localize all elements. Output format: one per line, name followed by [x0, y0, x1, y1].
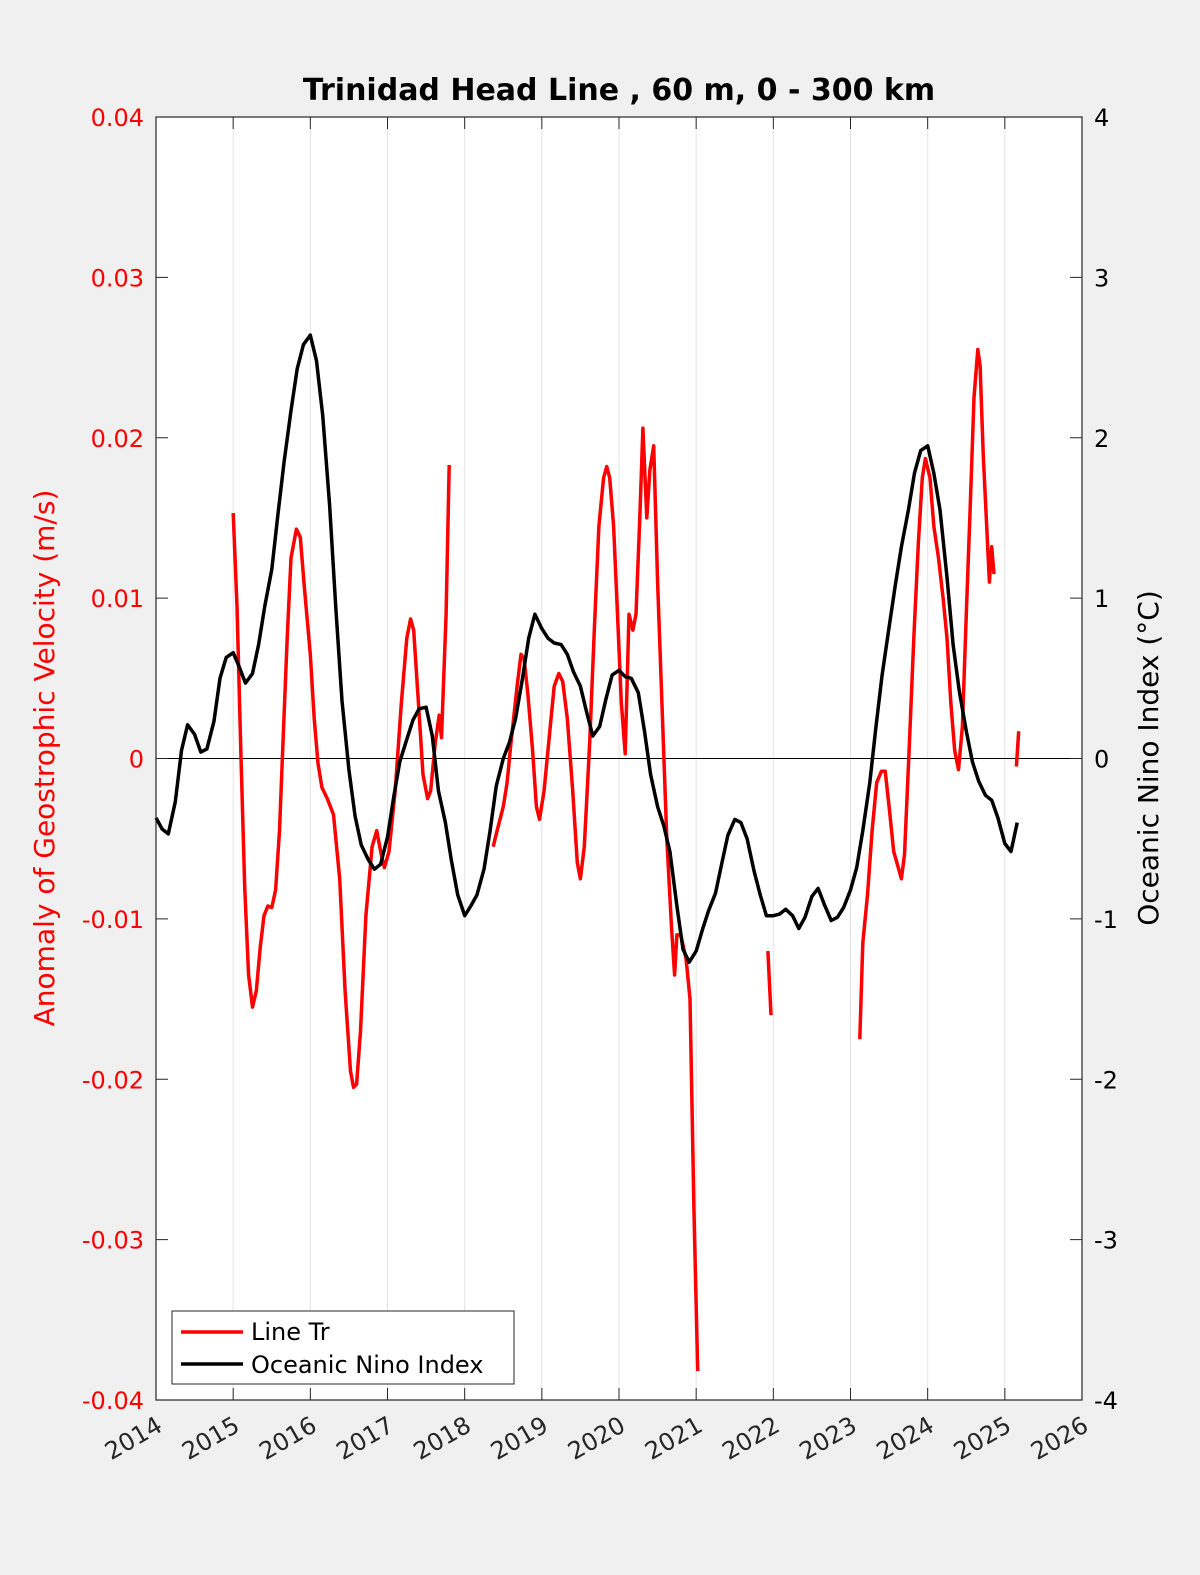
x-tick-label: 2023 — [795, 1411, 862, 1466]
x-tick-label: 2025 — [949, 1411, 1016, 1466]
right-y-tick-label: 3 — [1094, 264, 1109, 292]
left-y-tick-label: 0.03 — [91, 264, 144, 292]
legend-label-oni: Oceanic Nino Index — [251, 1351, 483, 1379]
right-y-tick-label: 2 — [1094, 425, 1109, 453]
axis-ticks — [155, 116, 1083, 1401]
x-tick-label: 2020 — [563, 1411, 630, 1466]
x-tick-label: 2024 — [872, 1411, 939, 1466]
right-y-tick-label: -1 — [1094, 906, 1118, 934]
left-axis-label: Anomaly of Geostrophic Velocity (m/s) — [28, 490, 61, 1027]
left-y-tick-label: 0.02 — [91, 425, 144, 453]
left-y-tick-label: 0 — [129, 746, 144, 774]
oni-line — [154, 333, 1019, 964]
left-y-tick-label: -0.04 — [82, 1387, 144, 1415]
chart-title: Trinidad Head Line , 60 m, 0 - 300 km — [303, 73, 935, 108]
left-y-tick-label: -0.03 — [82, 1227, 144, 1255]
left-y-tick-label: 0.04 — [91, 104, 144, 132]
left-y-tick-label: -0.01 — [82, 906, 144, 934]
x-tick-label: 2015 — [177, 1411, 244, 1466]
line-tr-segment — [491, 426, 700, 1372]
line-tr-segment — [858, 347, 996, 1040]
right-y-tick-label: 4 — [1094, 104, 1109, 132]
x-tick-label: 2021 — [640, 1411, 707, 1466]
right-y-tick-label: 1 — [1094, 585, 1109, 613]
x-tick-label: 2016 — [254, 1411, 321, 1466]
legend-label-line-tr: Line Tr — [251, 1318, 330, 1346]
x-tick-label: 2019 — [486, 1411, 553, 1466]
right-y-tick-label: 0 — [1094, 746, 1109, 774]
tick-labels: 2014 2015 2016 2017 2018 2019 2020 2021 2022 2023… — [82, 104, 1118, 1466]
right-y-tick-label: -4 — [1094, 1387, 1118, 1415]
line-tr-segment — [231, 464, 451, 1090]
legend: Line Tr Oceanic Nino Index — [171, 1310, 515, 1385]
x-tick-label: 2014 — [100, 1411, 167, 1466]
left-y-tick-label: 0.01 — [91, 585, 144, 613]
x-tick-label: 2022 — [717, 1411, 784, 1466]
x-tick-label: 2018 — [409, 1411, 476, 1466]
line-tr-segment — [766, 950, 773, 1016]
x-tick-label: 2026 — [1026, 1411, 1093, 1466]
line-tr-segment — [1014, 731, 1021, 767]
right-y-tick-label: -2 — [1094, 1066, 1118, 1094]
left-y-tick-label: -0.02 — [82, 1066, 144, 1094]
right-y-tick-label: -3 — [1094, 1227, 1118, 1255]
legend-box — [171, 1310, 515, 1385]
right-axis-label: Oceanic Nino Index (°C) — [1132, 590, 1165, 926]
x-tick-label: 2017 — [332, 1411, 399, 1466]
series-layer — [154, 333, 1021, 1372]
